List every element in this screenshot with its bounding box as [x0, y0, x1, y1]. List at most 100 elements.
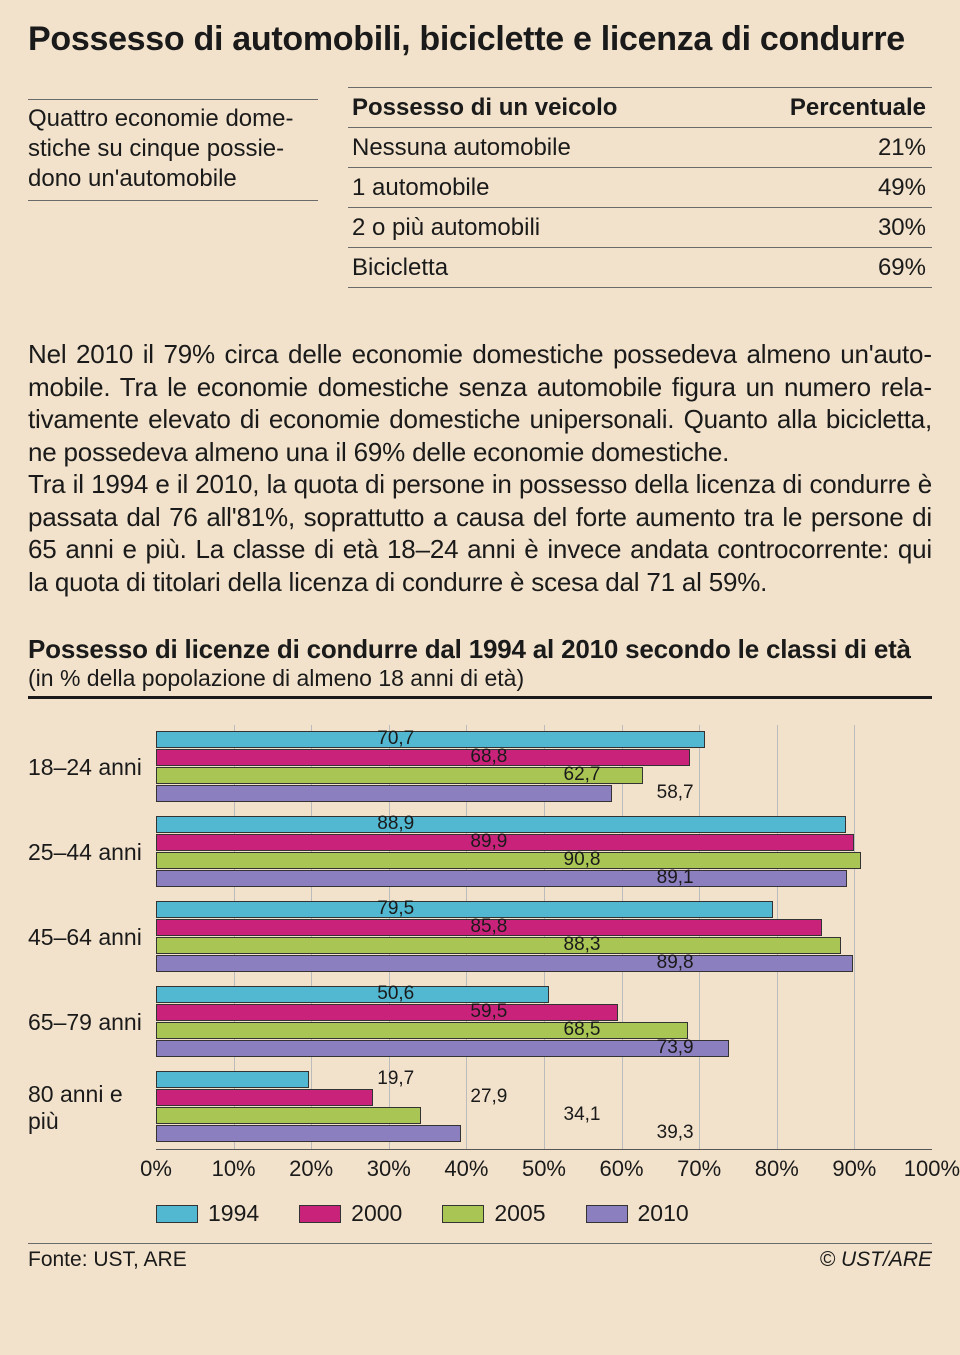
- chart-title: Possesso di licenze di condurre dal 1994…: [28, 634, 932, 665]
- bar-row: 68,8: [156, 749, 932, 766]
- bar-row: 90,8: [156, 852, 932, 869]
- legend-label: 1994: [208, 1200, 259, 1227]
- bar: [156, 901, 773, 918]
- y-label: 65–79 anni: [28, 980, 156, 1065]
- vehicle-table: Possesso di un veicolo Percentuale Nessu…: [348, 87, 932, 288]
- legend-swatch: [442, 1205, 484, 1223]
- bar-row: 27,9: [156, 1089, 932, 1106]
- table-row: 2 o più automobili30%: [348, 208, 932, 248]
- bar-row: 68,5: [156, 1022, 932, 1039]
- bar: [156, 749, 690, 766]
- bar-row: 50,6: [156, 986, 932, 1003]
- legend-item: 2010: [586, 1200, 689, 1227]
- bar-row: 89,9: [156, 834, 932, 851]
- table-row: Bicicletta69%: [348, 248, 932, 288]
- bar-value-label: 19,7: [377, 1068, 414, 1090]
- bar-row: 59,5: [156, 1004, 932, 1021]
- bar-row: 85,8: [156, 919, 932, 936]
- legend-swatch: [299, 1205, 341, 1223]
- legend-item: 1994: [156, 1200, 259, 1227]
- bar-value-label: 50,6: [377, 983, 414, 1005]
- table-cell-label: Bicicletta: [348, 248, 729, 288]
- bar-value-label: 85,8: [470, 916, 507, 938]
- bar-value-label: 59,5: [470, 1001, 507, 1023]
- table-header-pct: Percentuale: [729, 88, 932, 128]
- bar-row: 62,7: [156, 767, 932, 784]
- bar-value-label: 89,1: [657, 867, 694, 889]
- bar: [156, 731, 705, 748]
- legend-item: 2000: [299, 1200, 402, 1227]
- caption-column: Quattro economie dome­stiche su cinque p…: [28, 87, 318, 288]
- bar-value-label: 88,9: [377, 813, 414, 835]
- bar-value-label: 34,1: [564, 1104, 601, 1126]
- chart-subtitle: (in % della popolazione di almeno 18 ann…: [28, 665, 932, 692]
- table-header-label: Possesso di un veicolo: [348, 88, 729, 128]
- bar-value-label: 27,9: [470, 1086, 507, 1108]
- footer-source: Fonte: UST, ARE: [28, 1248, 187, 1272]
- bar: [156, 1071, 309, 1088]
- bar: [156, 937, 841, 954]
- table-row: 1 automobile49%: [348, 168, 932, 208]
- bar-row: 89,8: [156, 955, 932, 972]
- bar-group: 19,7 27,9 34,1 39,3: [156, 1065, 932, 1150]
- chart-plot: 70,7 68,862,758,7 88,9 89,9 90,8 89,1 79,5 85,8…: [156, 725, 932, 1150]
- bar-value-label: 89,9: [470, 831, 507, 853]
- bar-row: 58,7: [156, 785, 932, 802]
- top-section: Quattro economie dome­stiche su cinque p…: [28, 87, 932, 288]
- y-label: 25–44 anni: [28, 810, 156, 895]
- bar-value-label: 70,7: [377, 728, 414, 750]
- bar: [156, 1125, 461, 1142]
- bar: [156, 1089, 373, 1106]
- chart-area: 18–24 anni25–44 anni45–64 anni65–79 anni…: [28, 725, 932, 1182]
- bar-value-label: 73,9: [657, 1037, 694, 1059]
- table-cell-pct: 69%: [729, 248, 932, 288]
- bar-row: 88,9: [156, 816, 932, 833]
- bar: [156, 1004, 618, 1021]
- table-cell-pct: 30%: [729, 208, 932, 248]
- y-label: 45–64 anni: [28, 895, 156, 980]
- chart-x-axis: 0%10%20%30%40%50%60%70%80%90%100%: [156, 1156, 932, 1182]
- bar: [156, 1022, 688, 1039]
- bar: [156, 785, 612, 802]
- bar-value-label: 68,5: [564, 1019, 601, 1041]
- vehicle-table-wrap: Possesso di un veicolo Percentuale Nessu…: [348, 87, 932, 288]
- bar-row: 34,1: [156, 1107, 932, 1124]
- bar-value-label: 58,7: [657, 782, 694, 804]
- table-cell-label: Nessuna automobile: [348, 128, 729, 168]
- legend-label: 2000: [351, 1200, 402, 1227]
- bar-row: 73,9: [156, 1040, 932, 1057]
- bar-value-label: 90,8: [564, 849, 601, 871]
- legend-swatch: [586, 1205, 628, 1223]
- bar: [156, 1107, 421, 1124]
- bar-row: 89,1: [156, 870, 932, 887]
- bar-row: 88,3: [156, 937, 932, 954]
- table-cell-pct: 21%: [729, 128, 932, 168]
- bar: [156, 870, 847, 887]
- chart-legend: 1994 2000 2005 2010: [156, 1200, 932, 1227]
- page-title: Possesso di automobili, biciclette e lic…: [28, 20, 932, 59]
- bar: [156, 852, 861, 869]
- table-cell-label: 2 o più automobili: [348, 208, 729, 248]
- legend-item: 2005: [442, 1200, 545, 1227]
- footer-copyright: © UST/ARE: [820, 1248, 932, 1272]
- bar-group: 70,7 68,862,758,7: [156, 725, 932, 810]
- bar-value-label: 68,8: [470, 746, 507, 768]
- bar-row: 70,7: [156, 731, 932, 748]
- page-footer: Fonte: UST, ARE © UST/ARE: [28, 1243, 932, 1272]
- bar-value-label: 79,5: [377, 898, 414, 920]
- bar-group: 88,9 89,9 90,8 89,1: [156, 810, 932, 895]
- bar: [156, 1040, 729, 1057]
- legend-swatch: [156, 1205, 198, 1223]
- y-label: 18–24 anni: [28, 725, 156, 810]
- legend-label: 2010: [638, 1200, 689, 1227]
- bar-group: 79,5 85,8 88,3 89,8: [156, 895, 932, 980]
- bar-group: 50,6 59,5 68,5 73,9: [156, 980, 932, 1065]
- y-label: 80 anni e più: [28, 1065, 156, 1150]
- bar-value-label: 88,3: [564, 934, 601, 956]
- bar-row: 19,7: [156, 1071, 932, 1088]
- bar-value-label: 39,3: [657, 1122, 694, 1144]
- table-cell-label: 1 automobile: [348, 168, 729, 208]
- table-cell-pct: 49%: [729, 168, 932, 208]
- legend-label: 2005: [494, 1200, 545, 1227]
- bar-value-label: 89,8: [657, 952, 694, 974]
